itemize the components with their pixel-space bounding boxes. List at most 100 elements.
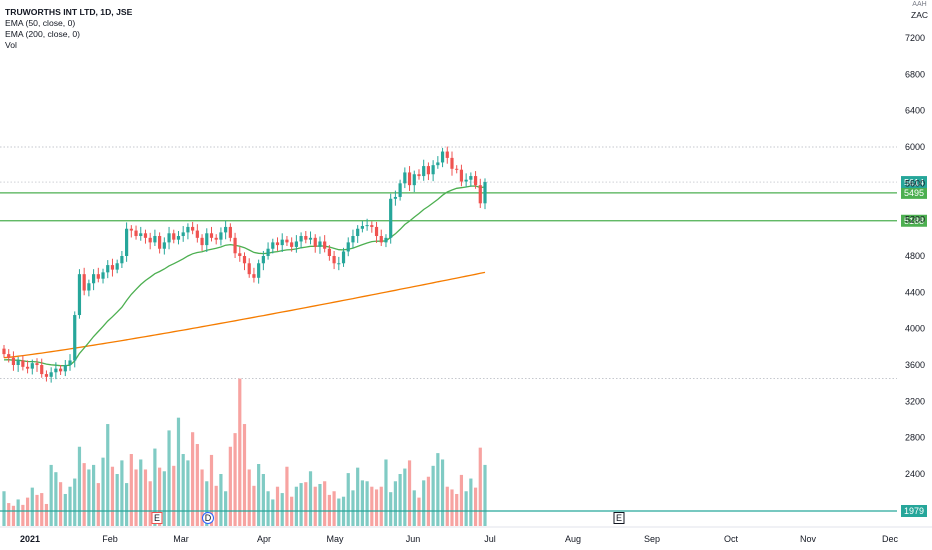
volume-bar — [82, 463, 86, 526]
candle-body — [91, 274, 96, 284]
volume-legend[interactable]: Vol — [5, 40, 17, 50]
earnings-marker — [151, 512, 163, 524]
candle-body — [412, 174, 416, 186]
date-label-aug: Aug — [565, 534, 581, 544]
volume-bar — [318, 483, 322, 526]
candle-body — [200, 237, 204, 246]
corner-top-label: AAH — [912, 1, 927, 8]
volume-bar — [469, 478, 473, 526]
volume-bar — [91, 464, 96, 526]
volume-bar — [110, 466, 115, 526]
date-label-2021: 2021 — [20, 534, 40, 544]
dividend-marker — [202, 512, 214, 524]
candle-body — [370, 225, 374, 227]
candle-body — [148, 237, 152, 243]
volume-bar — [58, 482, 63, 526]
price-tick-6800: 6800 — [905, 69, 925, 79]
volume-bar — [346, 473, 350, 526]
level-tag-1979: 1979 — [904, 506, 924, 516]
candle-body — [483, 182, 487, 204]
volume-bar — [129, 454, 133, 526]
volume-bar — [101, 457, 105, 526]
volume-bar — [21, 504, 25, 526]
volume-bar — [162, 471, 166, 526]
candle-body — [101, 272, 105, 279]
volume-bar — [337, 498, 341, 526]
candle-body — [73, 315, 77, 361]
volume-bar — [219, 474, 223, 526]
volume-bar — [139, 459, 143, 526]
candle-body — [54, 368, 58, 373]
candle-body — [271, 242, 275, 249]
volume-bar — [450, 489, 454, 526]
volume-bar — [44, 503, 49, 526]
candle-body — [431, 165, 435, 175]
volume-bar — [252, 485, 256, 526]
candle-body — [450, 157, 454, 169]
volume-bar — [158, 467, 162, 526]
price-tick-2800: 2800 — [905, 433, 925, 443]
date-label-jul: Jul — [484, 534, 496, 544]
volume-bar — [7, 503, 11, 526]
price-tick-3600: 3600 — [905, 360, 925, 370]
volume-bar — [257, 464, 261, 526]
candle-body — [125, 228, 129, 256]
volume-bar — [134, 469, 138, 526]
candle-body — [247, 263, 251, 275]
candle-body — [96, 274, 100, 279]
volume-bar — [247, 469, 251, 526]
volume-bar — [63, 493, 67, 526]
date-label-may: May — [326, 534, 344, 544]
volume-bar — [214, 485, 218, 526]
volume-bar — [332, 491, 336, 526]
ema200-legend[interactable]: EMA (200, close, 0) — [5, 29, 80, 39]
volume-bar — [191, 432, 195, 526]
candle-body — [195, 230, 199, 238]
volume-bar — [68, 486, 72, 526]
date-label-dec: Dec — [882, 534, 899, 544]
volume-bar — [473, 487, 478, 526]
volume-bar — [120, 460, 124, 526]
volume-bar — [360, 480, 364, 526]
candle-body — [318, 241, 322, 247]
candle-body — [44, 374, 49, 377]
volume-bar — [106, 424, 110, 526]
volume-bar — [299, 483, 303, 526]
volume-bar — [49, 464, 53, 526]
volume-bar — [323, 481, 327, 526]
candle-body — [158, 236, 162, 249]
ema50-legend[interactable]: EMA (50, close, 0) — [5, 18, 76, 28]
volume-bar — [384, 459, 388, 526]
date-label-apr: Apr — [257, 534, 271, 544]
currency-label: ZAC — [911, 10, 928, 20]
level-tag-bg-5495 — [901, 186, 927, 199]
candle-body — [360, 226, 364, 229]
volume-bar — [16, 499, 20, 526]
volume-bar — [422, 480, 426, 526]
volume-bar — [238, 378, 242, 526]
event-marker-d: D — [205, 513, 212, 523]
candle-body — [459, 169, 464, 182]
volume-bar — [436, 453, 440, 526]
candle-body — [58, 368, 63, 372]
volume-bar — [11, 505, 16, 526]
volume-bar — [266, 491, 270, 526]
candle-body — [478, 185, 482, 204]
volume-bar — [233, 433, 237, 526]
volume-bar — [313, 486, 317, 526]
candle-body — [87, 283, 91, 291]
event-marker-e: E — [154, 513, 160, 523]
candle-body — [77, 274, 82, 316]
candle-body — [407, 172, 412, 186]
candle-body — [242, 256, 247, 264]
candle-body — [356, 228, 360, 237]
candle-body — [422, 166, 426, 177]
candle-body — [167, 233, 171, 243]
volume-bar — [412, 490, 416, 526]
candle-body — [68, 360, 72, 365]
candle-body — [464, 179, 468, 182]
candle-body — [186, 226, 190, 233]
volume-bar — [308, 471, 313, 526]
symbol-title[interactable]: TRUWORTHS INT LTD, 1D, JSE — [5, 7, 133, 17]
